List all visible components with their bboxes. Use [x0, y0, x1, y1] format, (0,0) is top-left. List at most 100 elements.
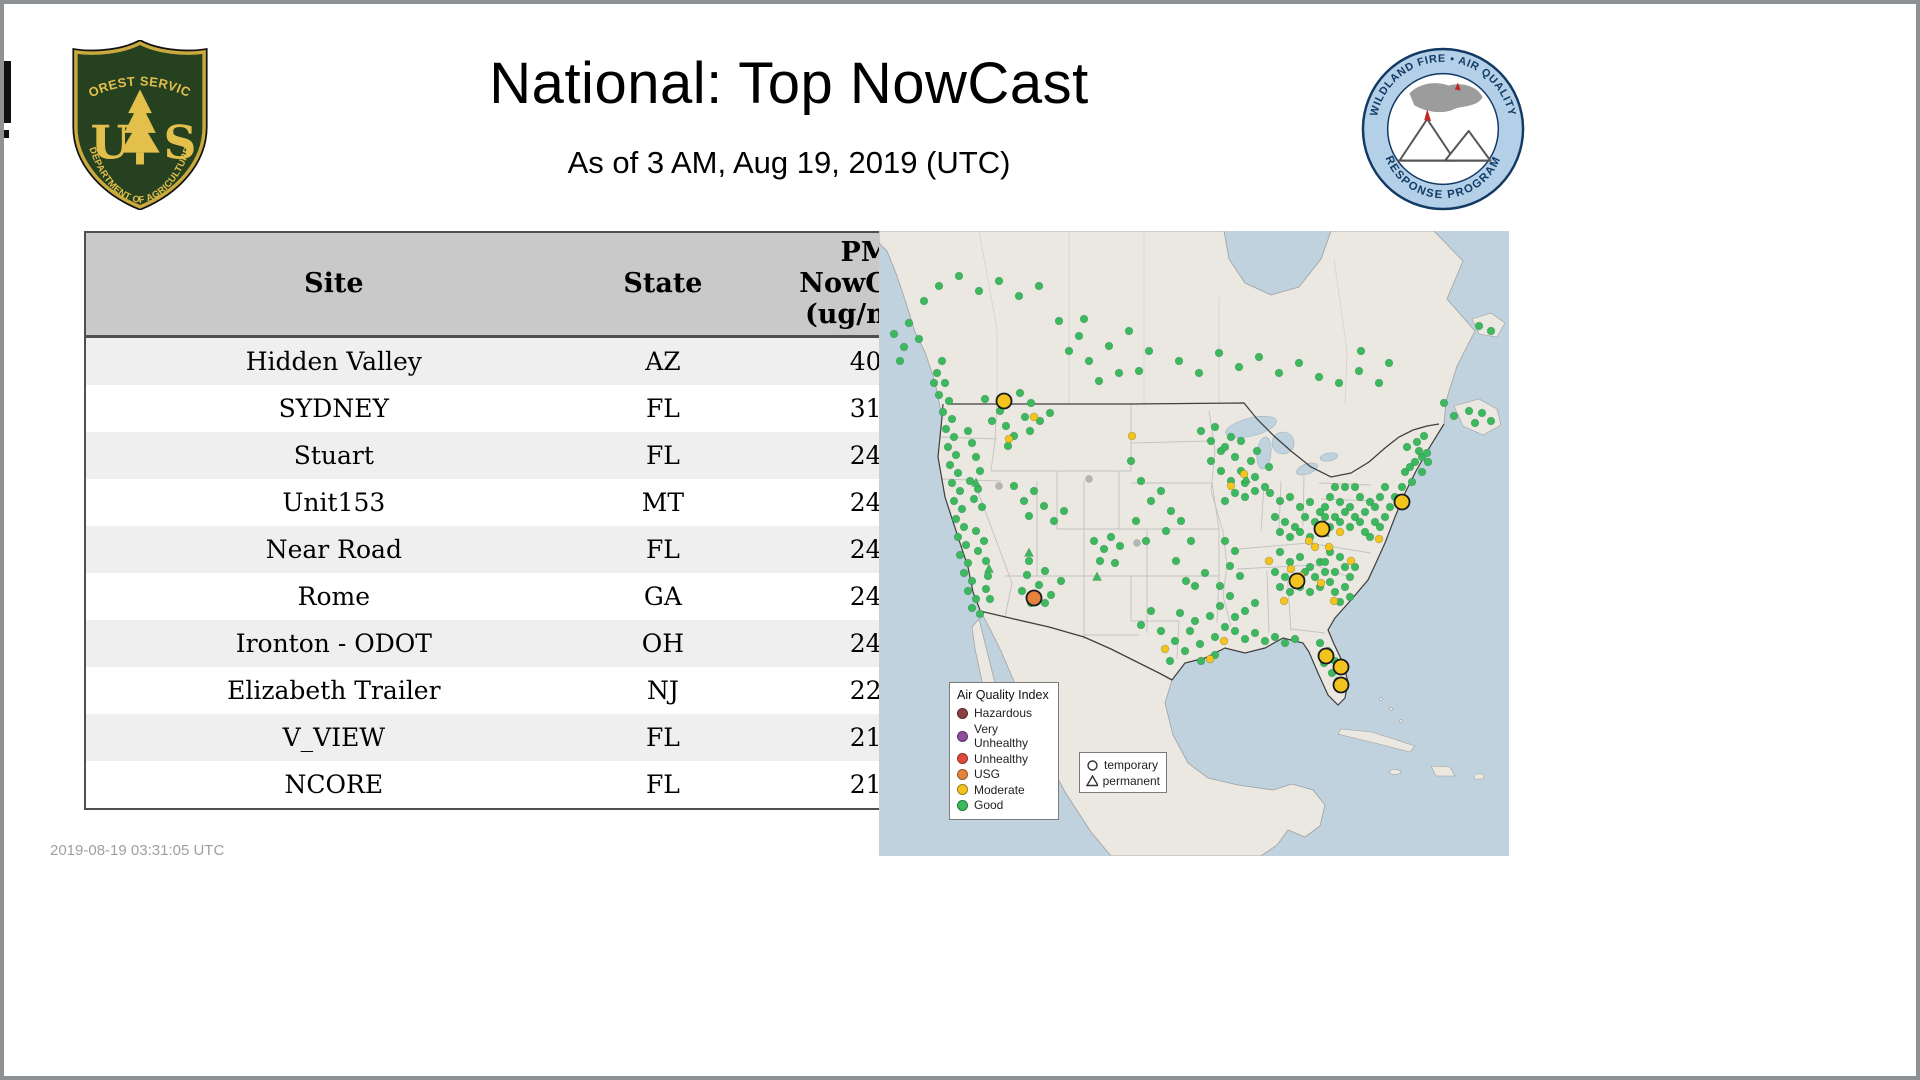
temporary-circle-icon [1087, 760, 1098, 771]
monitor-good [1412, 437, 1422, 447]
table-cell: Unit153 [85, 478, 582, 526]
monitor-good [1410, 457, 1420, 467]
table-cell: Stuart [85, 431, 582, 479]
monitor-good [973, 546, 983, 556]
monitor-good [1034, 281, 1044, 291]
monitor-good [1134, 366, 1144, 376]
monitor-good [955, 550, 965, 560]
aqi-legend-title: Air Quality Index [957, 688, 1049, 702]
monitor-good [1190, 616, 1200, 626]
table-row: NCORE FL 21 [85, 760, 988, 809]
monitor-good [1200, 568, 1210, 578]
monitor-good [1334, 378, 1344, 388]
monitor-moderate-top-site [1332, 658, 1350, 676]
monitor-good [889, 329, 899, 339]
table-row: Ironton - ODOT OH 24 [85, 619, 988, 667]
results-table-head-row: Site State PM NowCast (ug/m3) [85, 232, 988, 338]
monitor-good [994, 276, 1004, 286]
monitor-good [957, 504, 967, 514]
atlantic-islands [1337, 312, 1506, 780]
monitor-good [1294, 358, 1304, 368]
monitor-good [1300, 512, 1310, 522]
monitor-good [1449, 411, 1459, 421]
monitor-good [1110, 558, 1120, 568]
monitor-good [1360, 507, 1370, 517]
monitor-good [1340, 562, 1350, 572]
monitor-moderate [1335, 527, 1345, 537]
monitor-good [953, 532, 963, 542]
monitor-good [934, 390, 944, 400]
monitor-moderate [1127, 431, 1137, 441]
table-cell: Elizabeth Trailer [85, 666, 582, 714]
monitor-good [1355, 517, 1365, 527]
monitor-good [1089, 536, 1099, 546]
monitor-good [1054, 316, 1064, 326]
monitor-good [1345, 572, 1355, 582]
monitor-good [1314, 372, 1324, 382]
monitor-good [1355, 492, 1365, 502]
monitor-moderate [1286, 564, 1296, 574]
monitor-good [1320, 512, 1330, 522]
legend-color-dot [957, 768, 968, 780]
monitor-moderate [1239, 469, 1249, 479]
monitor-good [1215, 581, 1225, 591]
header: National: Top NowCast As of 3 AM, Aug 19… [264, 50, 1314, 181]
monitor-good [959, 522, 969, 532]
monitor-good [1320, 502, 1330, 512]
legend-label: Good [974, 798, 1004, 812]
monitor-good [940, 378, 950, 388]
monitor-good [1345, 502, 1355, 512]
monitor-good [1335, 497, 1345, 507]
monitor-moderate [1329, 596, 1339, 606]
smoke-landmass-icon [1409, 82, 1483, 113]
monitor-moderate-top-site [1317, 647, 1335, 665]
monitor-good [1095, 556, 1105, 566]
table-cell: FL [581, 713, 745, 761]
monitor-good-permanent [1241, 473, 1251, 483]
monitor-good [963, 426, 973, 436]
monitor-good [1375, 492, 1385, 502]
monitor-good [895, 356, 905, 366]
monitor-good [1260, 482, 1270, 492]
table-cell: AZ [581, 336, 745, 385]
legend-label: USG [974, 767, 1001, 781]
monitor-good [1046, 590, 1056, 600]
monitor-good [1305, 587, 1315, 597]
table-row: SYDNEY FL 31 [85, 384, 988, 432]
monitor-good [1384, 358, 1394, 368]
monitor-good [1295, 502, 1305, 512]
monitor-good [1477, 408, 1487, 418]
legend-item-permanent: permanent [1086, 774, 1160, 789]
monitor-good [1104, 341, 1114, 351]
monitor-good [1320, 567, 1330, 577]
table-row: Elizabeth Trailer NJ 22 [85, 666, 988, 714]
monitor-moderate [1374, 534, 1384, 544]
monitor-good [1375, 522, 1385, 532]
monitor-good [1194, 368, 1204, 378]
monitor-good [1024, 511, 1034, 521]
flame-icon [1424, 109, 1432, 122]
monitor-moderate [1324, 542, 1334, 552]
monitor-good [1330, 587, 1340, 597]
monitor-good [1250, 472, 1260, 482]
monitor-no-data [1133, 539, 1141, 547]
monitor-good [1330, 482, 1340, 492]
monitor-good [1214, 348, 1224, 358]
monitor-good [1175, 608, 1185, 618]
monitor-good [1464, 406, 1474, 416]
monitor-usg-top-site [1025, 589, 1043, 607]
monitor-good [1190, 581, 1200, 591]
monitor-good [1285, 532, 1295, 542]
monitor-good [1225, 591, 1235, 601]
monitor-good [1165, 656, 1175, 666]
monitor-good [941, 424, 951, 434]
monitor-good [1206, 456, 1216, 466]
monitor-good [987, 416, 997, 426]
monitor-good [1174, 356, 1184, 366]
monitor-good [1356, 346, 1366, 356]
monitor-good [1310, 572, 1320, 582]
monitor-good [1146, 606, 1156, 616]
table-row: Rome GA 24 [85, 572, 988, 620]
table-cell: FL [581, 384, 745, 432]
